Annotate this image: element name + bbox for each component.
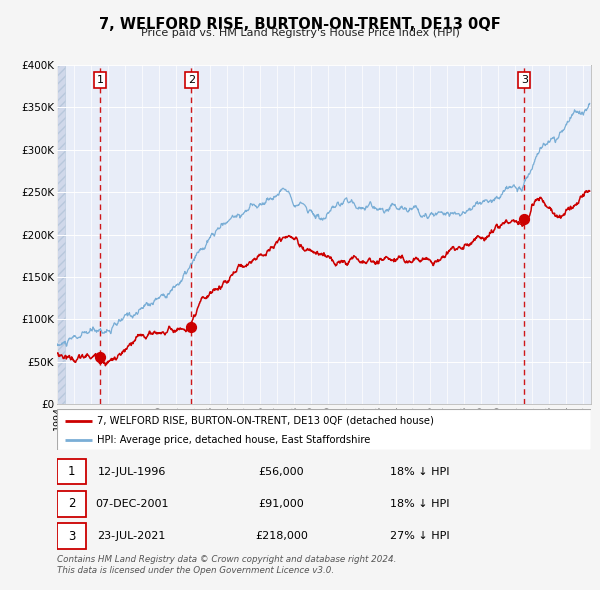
Text: 2: 2 <box>68 497 76 510</box>
Point <box>187 322 196 332</box>
Text: 3: 3 <box>521 75 528 85</box>
Text: 18% ↓ HPI: 18% ↓ HPI <box>391 499 450 509</box>
Text: Contains HM Land Registry data © Crown copyright and database right 2024.
This d: Contains HM Land Registry data © Crown c… <box>57 555 397 575</box>
Text: 23-JUL-2021: 23-JUL-2021 <box>98 531 166 541</box>
Text: Price paid vs. HM Land Registry's House Price Index (HPI): Price paid vs. HM Land Registry's House … <box>140 28 460 38</box>
Text: 1: 1 <box>68 466 76 478</box>
Text: £218,000: £218,000 <box>255 531 308 541</box>
Point <box>520 215 529 224</box>
Text: 2: 2 <box>188 75 195 85</box>
Text: 7, WELFORD RISE, BURTON-ON-TRENT, DE13 0QF: 7, WELFORD RISE, BURTON-ON-TRENT, DE13 0… <box>99 17 501 31</box>
Text: 27% ↓ HPI: 27% ↓ HPI <box>391 531 450 541</box>
FancyBboxPatch shape <box>57 459 86 484</box>
Text: 3: 3 <box>68 530 76 543</box>
FancyBboxPatch shape <box>57 523 86 549</box>
Text: 12-JUL-1996: 12-JUL-1996 <box>98 467 166 477</box>
Text: 7, WELFORD RISE, BURTON-ON-TRENT, DE13 0QF (detached house): 7, WELFORD RISE, BURTON-ON-TRENT, DE13 0… <box>97 416 434 426</box>
Point <box>95 352 104 361</box>
Text: 1: 1 <box>97 75 103 85</box>
Text: 18% ↓ HPI: 18% ↓ HPI <box>391 467 450 477</box>
Text: 07-DEC-2001: 07-DEC-2001 <box>95 499 169 509</box>
Text: HPI: Average price, detached house, East Staffordshire: HPI: Average price, detached house, East… <box>97 435 370 444</box>
Text: £91,000: £91,000 <box>259 499 304 509</box>
Text: £56,000: £56,000 <box>259 467 304 477</box>
FancyBboxPatch shape <box>57 491 86 517</box>
